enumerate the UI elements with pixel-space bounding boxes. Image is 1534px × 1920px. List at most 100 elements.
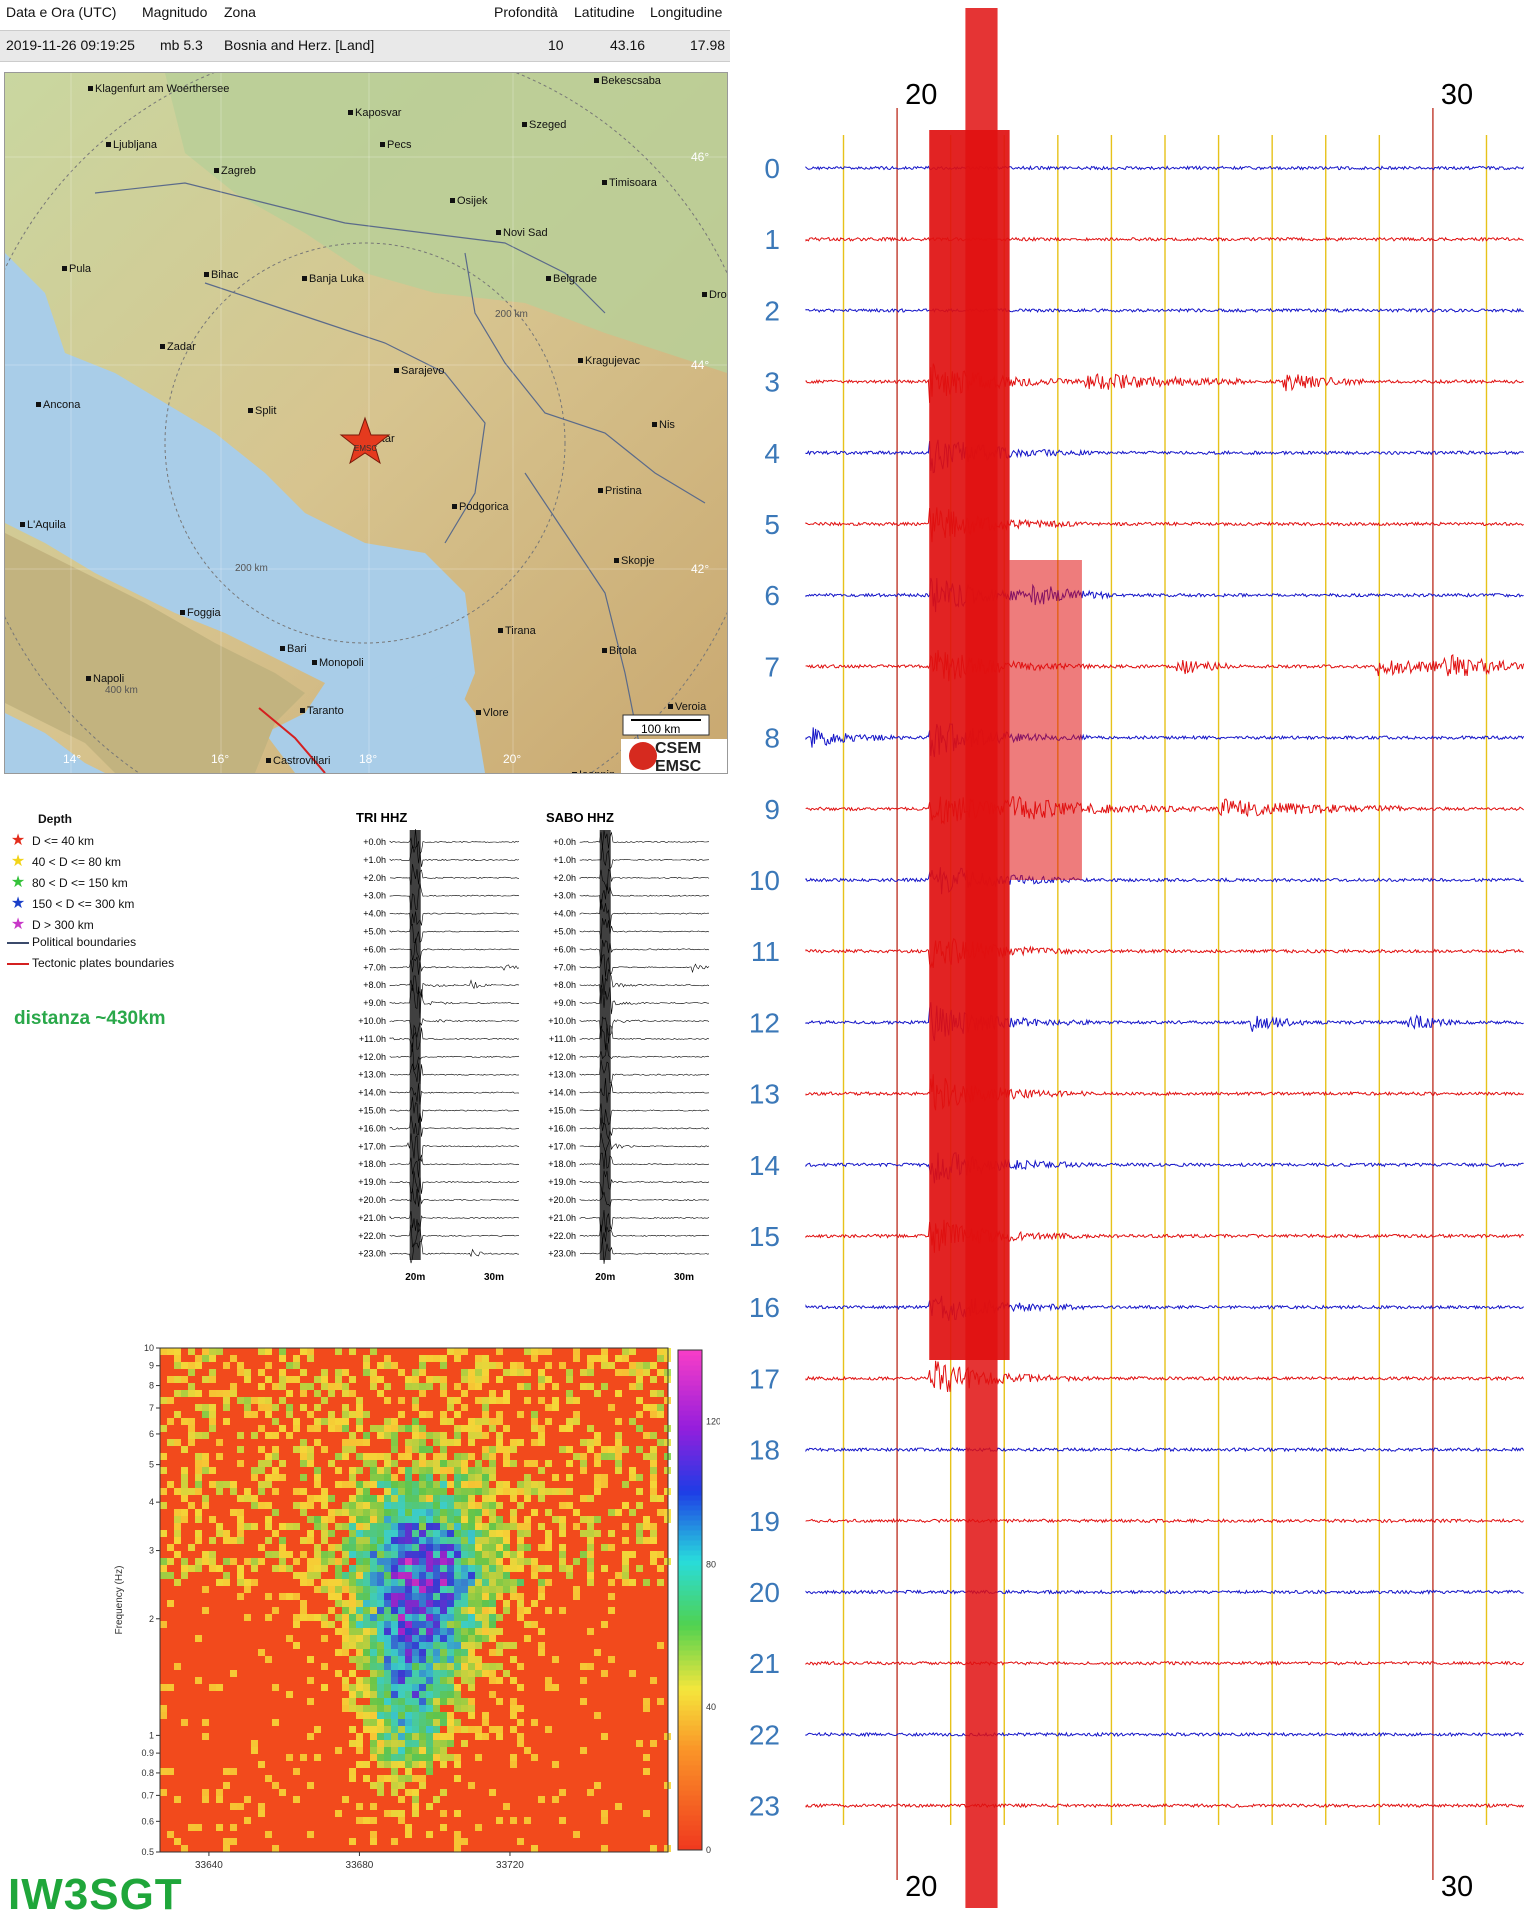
city-label: Kragujevac <box>585 355 641 367</box>
row-label: +4.0h <box>553 909 576 919</box>
row-label: +6.0h <box>553 944 576 954</box>
helicorder-trace <box>805 307 1524 314</box>
spectrogram-cells <box>160 1348 671 1852</box>
spectrogram-chart: 0.5 0.6 0.7 0.8 0.9 1 2 3 4 5 6 7 8 9 10 33640 33680 3372… <box>114 1343 720 1870</box>
city-label: Split <box>255 405 276 417</box>
row-label: +15.0h <box>358 1106 386 1116</box>
y-tick-label: 1 <box>149 1730 154 1740</box>
city-label: Banja Luka <box>309 273 365 285</box>
helicorder-trace <box>805 165 1525 171</box>
callsign-label: IW3SGT <box>8 1870 183 1919</box>
row-label: 18 <box>749 1435 780 1466</box>
y-tick-label: 8 <box>149 1381 154 1391</box>
lon-label: 16° <box>211 752 229 766</box>
city-marker: Skopje <box>614 555 655 567</box>
epicenter-label: EMSC <box>354 444 377 453</box>
row-label: 16 <box>749 1292 780 1323</box>
y-tick-label: 9 <box>149 1361 154 1371</box>
city-dot <box>348 110 353 115</box>
emsc-logo-text: EMSC <box>655 758 702 773</box>
city-marker: Ancona <box>36 399 81 411</box>
star-icon: ★ <box>10 832 26 849</box>
main-helicorder: 2020303001234567891011121314151617181920… <box>749 8 1525 1908</box>
helicorder-trace <box>805 795 1524 825</box>
helicorder-trace <box>579 1024 710 1051</box>
y-tick-label: 4 <box>149 1497 154 1507</box>
city-dot <box>546 276 551 281</box>
city-label: Bari <box>287 643 307 655</box>
row-label: 15 <box>749 1221 780 1252</box>
depth-legend: Depth ★ D <= 40 km ★ 40 < D <= 80 km ★ 80 < D… <box>4 812 334 992</box>
event-table: Data e Ora (UTC) Magnitudo Zona Profondi… <box>0 0 730 62</box>
map-canvas: Klagenfurt am Woerthersee Bekescsaba Kapos… <box>5 73 727 773</box>
city-marker: Bihac <box>204 269 239 281</box>
city-label: Klagenfurt am Woerthersee <box>95 83 229 95</box>
helicorder-trace <box>805 363 1524 403</box>
row-label: +16.0h <box>548 1123 576 1133</box>
row-label: 17 <box>749 1363 780 1394</box>
city-dot <box>36 402 41 407</box>
row-label: +20.0h <box>358 1195 386 1205</box>
helicorder-trace <box>579 883 710 911</box>
city-marker: Dro <box>702 289 727 301</box>
lat-label: 44° <box>691 358 709 372</box>
y-tick-label: 7 <box>149 1403 154 1413</box>
city-marker: Pecs <box>380 139 412 151</box>
row-label: +4.0h <box>363 909 386 919</box>
adriatic-sea <box>5 253 475 773</box>
row-label: +1.0h <box>363 855 386 865</box>
helicorder-trace <box>805 1589 1524 1595</box>
city-dot <box>62 266 67 271</box>
legend-label: Political boundaries <box>32 935 137 949</box>
city-marker: Klagenfurt am Woerthersee <box>88 83 229 95</box>
helicorder-trace <box>805 1002 1524 1042</box>
row-label: 0 <box>764 153 780 184</box>
helicorder-trace <box>389 1133 520 1163</box>
city-marker: Zadar <box>160 341 196 353</box>
helicorder-trace <box>805 867 1524 895</box>
legend-label: 80 < D <= 150 km <box>32 876 128 890</box>
political-boundary-4 <box>524 472 646 773</box>
cell-datetime: 2019-11-26 09:19:25 <box>6 37 135 53</box>
city-dot <box>476 710 481 715</box>
city-marker: Veroia <box>668 701 707 713</box>
helicorder-trace <box>389 863 520 886</box>
helicorder-trace <box>579 1191 710 1207</box>
colorbar-tick-label: 80 <box>706 1559 716 1569</box>
city-marker: Tirana <box>498 625 537 637</box>
helicorder-trace <box>579 1077 710 1103</box>
epicenter-map[interactable]: Klagenfurt am Woerthersee Bekescsaba Kapos… <box>4 72 728 774</box>
city-marker: Bitola <box>602 645 637 657</box>
y-tick-label: 5 <box>149 1460 154 1470</box>
city-marker: Banja Luka <box>302 273 365 285</box>
helicorder-trace <box>805 236 1524 242</box>
city-dot <box>702 292 707 297</box>
lon-label: 18° <box>359 752 377 766</box>
helicorder-trace <box>580 1239 710 1264</box>
city-marker: Szeged <box>522 119 566 131</box>
x-tick-label: 20m <box>595 1272 615 1283</box>
row-label: 1 <box>764 224 780 255</box>
helicorder-trace <box>805 1295 1524 1321</box>
helicorder-trace <box>389 1222 520 1248</box>
line-icon <box>4 956 32 970</box>
star-icon: ★ <box>10 874 26 891</box>
row-label: +8.0h <box>553 980 576 990</box>
row-label: 3 <box>764 367 780 398</box>
city-dot <box>20 522 25 527</box>
pannonian-plain <box>165 73 727 373</box>
row-label: 7 <box>764 651 780 682</box>
city-marker: Vlore <box>476 707 509 719</box>
city-label: Zagreb <box>221 165 256 177</box>
row-label: +9.0h <box>553 998 576 1008</box>
helicorder-trace <box>389 956 520 975</box>
row-label: +22.0h <box>358 1231 386 1241</box>
row-label: 4 <box>764 438 780 469</box>
graticule <box>5 73 727 773</box>
row-label: +21.0h <box>358 1213 386 1223</box>
x-tick-label: 30m <box>484 1272 504 1283</box>
row-label: +13.0h <box>548 1070 576 1080</box>
epicenter-star-icon <box>339 416 391 465</box>
city-label: Bekescsaba <box>601 75 662 87</box>
event-table-row: 2019-11-26 09:19:25 mb 5.3 Bosnia and He… <box>0 30 730 62</box>
